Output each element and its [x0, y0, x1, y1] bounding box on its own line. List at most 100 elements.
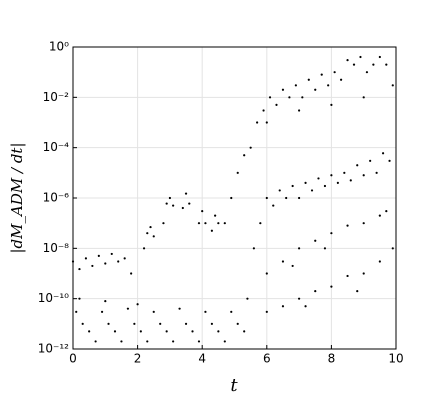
point — [362, 174, 365, 177]
point — [333, 71, 336, 74]
point — [178, 307, 181, 310]
x-tick-label: 0 — [69, 352, 77, 366]
point — [75, 310, 78, 313]
point — [84, 257, 88, 260]
point — [327, 84, 330, 87]
point — [223, 222, 226, 225]
point — [104, 262, 107, 265]
point — [298, 196, 301, 200]
point — [223, 340, 226, 343]
point — [298, 297, 301, 300]
point — [301, 96, 304, 99]
point — [139, 330, 142, 333]
x-axis-title: t — [230, 375, 238, 396]
point — [369, 159, 372, 162]
point — [378, 214, 381, 217]
plot-frame — [72, 46, 397, 350]
point — [375, 171, 378, 174]
point — [278, 189, 281, 192]
point — [159, 322, 162, 325]
point — [304, 305, 307, 308]
point — [204, 222, 207, 225]
point — [372, 63, 375, 66]
point — [336, 181, 339, 184]
point — [391, 84, 394, 87]
point — [146, 340, 149, 343]
point — [78, 267, 81, 271]
x-tick-label: 4 — [198, 352, 206, 366]
point — [378, 260, 381, 263]
point — [307, 78, 310, 81]
point — [378, 55, 381, 59]
point — [184, 192, 188, 195]
point — [265, 272, 268, 275]
point — [259, 222, 262, 225]
point — [262, 109, 265, 112]
point — [126, 307, 130, 310]
point — [268, 96, 272, 99]
point — [291, 264, 294, 268]
y-axis-title: |dM_ADM / dt| — [8, 142, 26, 253]
point — [281, 260, 285, 263]
point — [330, 285, 333, 288]
point — [265, 196, 268, 200]
point — [291, 184, 294, 188]
point — [385, 63, 388, 66]
point — [197, 222, 201, 225]
point — [281, 305, 285, 308]
point — [323, 184, 327, 188]
point — [184, 322, 188, 325]
y-tick-label: 10⁻¹² — [38, 342, 69, 356]
y-tick-label: 10⁻⁴ — [43, 140, 70, 154]
point — [165, 202, 168, 205]
point — [304, 181, 307, 184]
point — [349, 179, 352, 182]
point — [136, 303, 139, 306]
point — [197, 340, 201, 343]
point — [385, 210, 388, 213]
point — [243, 154, 246, 157]
point — [123, 257, 126, 260]
point — [172, 340, 175, 343]
point — [365, 71, 369, 74]
point — [339, 78, 343, 81]
point — [388, 159, 391, 162]
point — [330, 174, 333, 177]
x-tick-label: 8 — [328, 352, 336, 366]
point — [249, 146, 252, 149]
point — [104, 300, 107, 303]
point — [181, 206, 184, 210]
point — [243, 330, 246, 333]
point — [317, 177, 320, 180]
point — [120, 340, 123, 343]
point — [352, 63, 356, 66]
point — [285, 196, 288, 200]
x-tick-label: 6 — [263, 352, 271, 366]
point — [346, 224, 349, 227]
point — [288, 96, 291, 99]
point — [230, 196, 233, 200]
point — [230, 310, 233, 313]
point — [381, 152, 385, 155]
point — [210, 322, 213, 325]
point — [330, 103, 333, 107]
point — [330, 232, 333, 235]
point — [356, 164, 359, 167]
point — [172, 204, 175, 207]
point — [298, 247, 301, 250]
point — [81, 322, 84, 325]
point — [275, 103, 278, 107]
point — [113, 330, 117, 333]
point — [165, 330, 168, 333]
point — [94, 340, 97, 343]
point — [362, 222, 365, 225]
point — [314, 289, 317, 293]
point — [130, 272, 133, 275]
point — [362, 272, 365, 275]
point — [391, 247, 394, 250]
point — [294, 84, 297, 87]
point — [217, 330, 220, 333]
point — [188, 202, 191, 205]
point — [346, 274, 349, 278]
